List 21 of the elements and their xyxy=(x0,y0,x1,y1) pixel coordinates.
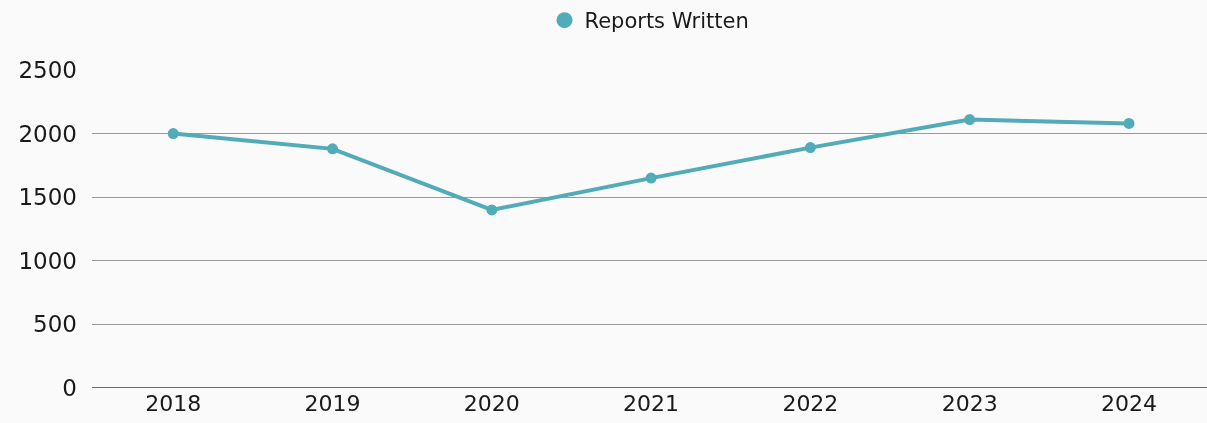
x-tick-label: 2020 xyxy=(463,391,520,416)
point xyxy=(804,142,816,154)
point xyxy=(964,114,976,126)
y-tick-label: 2500 xyxy=(18,57,77,84)
x-tick-label: 2021 xyxy=(623,391,680,416)
x-tick-label: 2024 xyxy=(1100,391,1157,416)
point xyxy=(167,128,179,140)
point xyxy=(645,172,657,184)
point xyxy=(1123,117,1135,129)
legend-label: Reports Written xyxy=(584,9,749,34)
x-tick-label: 2018 xyxy=(145,391,202,416)
y-tick-label: 0 xyxy=(62,375,77,402)
point xyxy=(327,143,339,155)
x-tick-label: 2019 xyxy=(304,391,361,416)
point xyxy=(486,204,498,216)
y-tick-label: 500 xyxy=(33,311,77,338)
y-tick-label: 2000 xyxy=(18,120,77,147)
x-tick-label: 2023 xyxy=(941,391,998,416)
x-tick-label: 2022 xyxy=(782,391,839,416)
y-tick-label: 1500 xyxy=(18,184,77,211)
y-tick-label: 1000 xyxy=(18,247,77,274)
